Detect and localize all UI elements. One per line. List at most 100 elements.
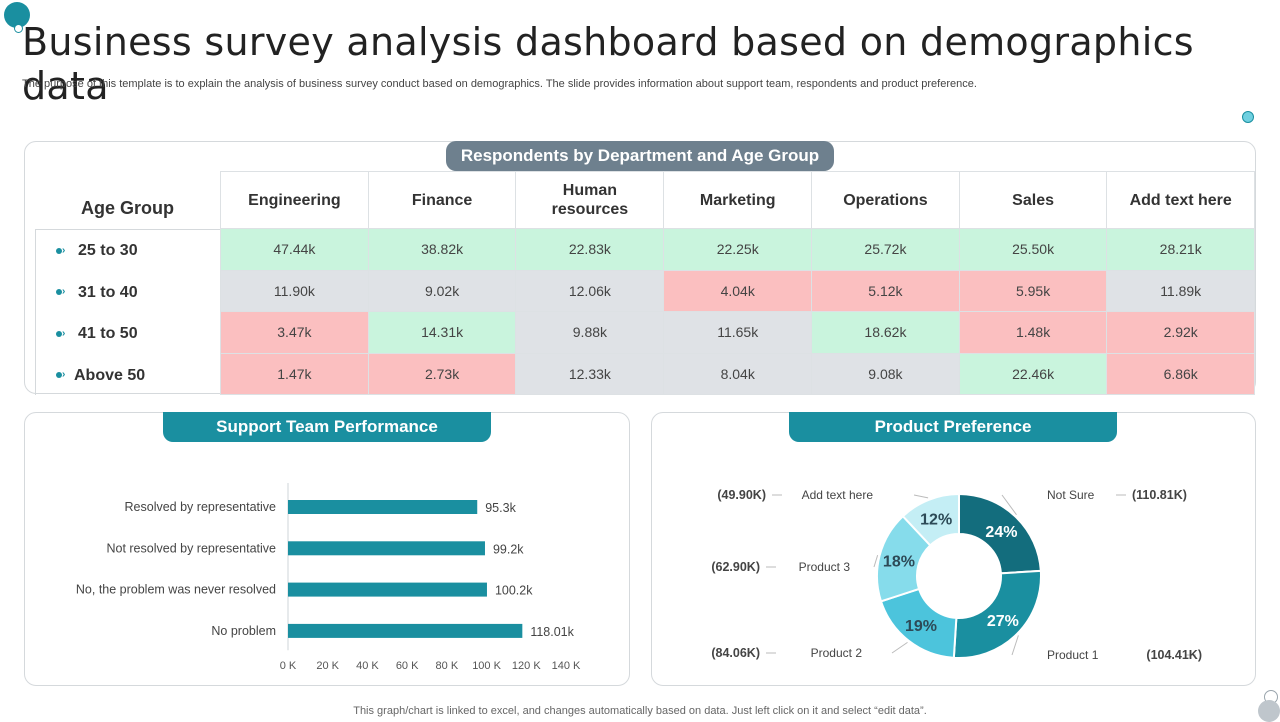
- table-row: 11.90k 9.02k 12.06k 4.04k 5.12k 5.95k 11.89k: [220, 269, 1255, 312]
- slice-value-label: (49.90K): [717, 488, 766, 502]
- slice-percent-label: 18%: [883, 554, 915, 571]
- slice-percent-label: 19%: [905, 618, 937, 635]
- age-group-label: 31 to 40: [78, 283, 138, 301]
- slice-value-label: (104.41K): [1146, 648, 1202, 662]
- corner-decoration-small: [14, 24, 23, 33]
- footer-note: This graph/chart is linked to excel, and…: [353, 705, 927, 717]
- slice-value-label: (62.90K): [711, 560, 760, 574]
- table-cell: 5.95k: [958, 269, 1108, 312]
- x-tick-label: 80 K: [436, 660, 459, 672]
- slice-value-label: (84.06K): [711, 646, 760, 660]
- bar: [288, 582, 487, 597]
- respondents-table: Engineering Finance Human resources Marketi…: [220, 171, 1255, 395]
- product-preference-panel: Product Preference 24% Not Sure (110.81K) 2…: [651, 412, 1256, 686]
- bar-category-label: No problem: [211, 624, 276, 638]
- leader-line: [873, 554, 879, 568]
- age-group-label: Above 50: [74, 366, 146, 384]
- table-cell: 2.73k: [367, 352, 517, 395]
- bar-value-label: 118.01k: [530, 625, 574, 639]
- table-cell: 4.04k: [663, 269, 813, 312]
- table-cell: 28.21k: [1106, 228, 1255, 271]
- bar: [288, 541, 485, 556]
- table-cell: 9.08k: [811, 352, 960, 395]
- x-tick-label: 100 K: [472, 660, 501, 672]
- x-tick-label: 20 K: [316, 660, 339, 672]
- x-tick-label: 120 K: [512, 660, 541, 672]
- bullet-icon: ›: [56, 245, 72, 256]
- slice-name-label: Not Sure: [1047, 488, 1095, 502]
- table-cell: 11.65k: [663, 311, 813, 354]
- slice-name-label: Product 2: [811, 646, 863, 660]
- bar-value-label: 99.2k: [493, 542, 524, 556]
- leader-line: [891, 641, 908, 654]
- table-row: 47.44k 38.82k 22.83k 22.25k 25.72k 25.50k 28.2…: [220, 228, 1255, 271]
- age-group-row: › 31 to 40: [36, 272, 138, 314]
- bar: [288, 623, 523, 638]
- table-cell: 8.04k: [663, 352, 813, 395]
- age-group-row: › Above 50: [36, 355, 145, 397]
- table-cell: 1.48k: [958, 311, 1108, 354]
- column-header: Marketing: [663, 171, 813, 229]
- donut-slice: [952, 569, 1042, 659]
- slice-name-label: Product 1: [1047, 648, 1099, 662]
- slice-name-label: Product 3: [799, 560, 851, 574]
- page-subtitle: The purpose of this template is to expla…: [22, 78, 977, 90]
- table-cell: 9.88k: [515, 311, 665, 354]
- leader-line: [913, 494, 929, 499]
- table-cell: 2.92k: [1106, 311, 1255, 354]
- table-cell: 5.12k: [811, 269, 960, 312]
- age-group-column: › 25 to 30 › 31 to 40 › 41 to 50 › Above 50: [35, 229, 220, 395]
- age-group-row: › 25 to 30: [36, 230, 138, 272]
- table-cell: 12.33k: [515, 352, 665, 395]
- table-cell: 11.90k: [220, 269, 369, 312]
- slice-value-label: (110.81K): [1132, 488, 1187, 502]
- slice-percent-label: 24%: [985, 524, 1017, 541]
- table-cell: 22.46k: [958, 352, 1108, 395]
- x-tick-label: 140 K: [552, 660, 581, 672]
- table-cell: 38.82k: [367, 228, 517, 271]
- page-title: Business survey analysis dashboard based…: [22, 20, 1194, 108]
- donut-slice: [901, 492, 960, 547]
- table-row: 3.47k 14.31k 9.88k 11.65k 18.62k 1.48k 2.92k: [220, 311, 1255, 354]
- product-preference-title: Product Preference: [789, 412, 1117, 442]
- table-cell: 12.06k: [515, 269, 665, 312]
- bullet-icon: ›: [56, 369, 72, 380]
- decor-circle-bottom-right: [1258, 700, 1280, 722]
- table-cell: 25.72k: [811, 228, 960, 271]
- leader-line: [1001, 494, 1017, 516]
- age-group-row: › 41 to 50: [36, 313, 138, 355]
- age-group-header: Age Group: [81, 198, 174, 218]
- bar: [288, 500, 478, 514]
- donut-slice: [958, 492, 1042, 575]
- table-header-row: Engineering Finance Human resources Marketi…: [220, 171, 1255, 229]
- slice-percent-label: 12%: [920, 511, 952, 528]
- bar-value-label: 100.2k: [495, 584, 533, 598]
- age-group-label: 25 to 30: [78, 242, 138, 259]
- support-bar-chart: Resolved by representative 95.3k Not resol…: [76, 483, 581, 672]
- column-header: Engineering: [220, 171, 369, 229]
- table-cell: 14.31k: [367, 311, 517, 354]
- support-team-panel: Support Team Performance Resolved by rep…: [24, 412, 630, 686]
- corner-decoration: [4, 2, 30, 28]
- x-tick-label: 0 K: [280, 660, 297, 672]
- table-body: 47.44k 38.82k 22.83k 22.25k 25.72k 25.50k 28.2…: [220, 228, 1255, 395]
- product-donut-chart: 24% Not Sure (110.81K) 27% Product 1 (104.41K…: [711, 488, 1202, 662]
- column-header: Sales: [958, 171, 1108, 229]
- bar-category-label: Not resolved by representative: [106, 541, 276, 555]
- table-cell: 6.86k: [1106, 352, 1255, 395]
- table-cell: 22.25k: [663, 228, 813, 271]
- column-header: Operations: [811, 171, 960, 229]
- bullet-icon: ›: [56, 286, 72, 297]
- x-tick-label: 60 K: [396, 660, 419, 672]
- column-header: Human resources: [515, 171, 665, 229]
- table-cell: 1.47k: [220, 352, 369, 395]
- age-group-label: 41 to 50: [78, 325, 138, 342]
- table-cell: 11.89k: [1106, 269, 1255, 312]
- respondents-title: Respondents by Department and Age Group: [446, 141, 834, 171]
- slice-name-label: Add text here: [802, 488, 874, 502]
- bar-category-label: Resolved by representative: [125, 500, 277, 514]
- decor-dot-top-right: [1242, 111, 1254, 123]
- respondents-panel: Respondents by Department and Age Group …: [24, 141, 1256, 395]
- slice-percent-label: 27%: [987, 613, 1019, 630]
- leader-line: [1011, 635, 1019, 656]
